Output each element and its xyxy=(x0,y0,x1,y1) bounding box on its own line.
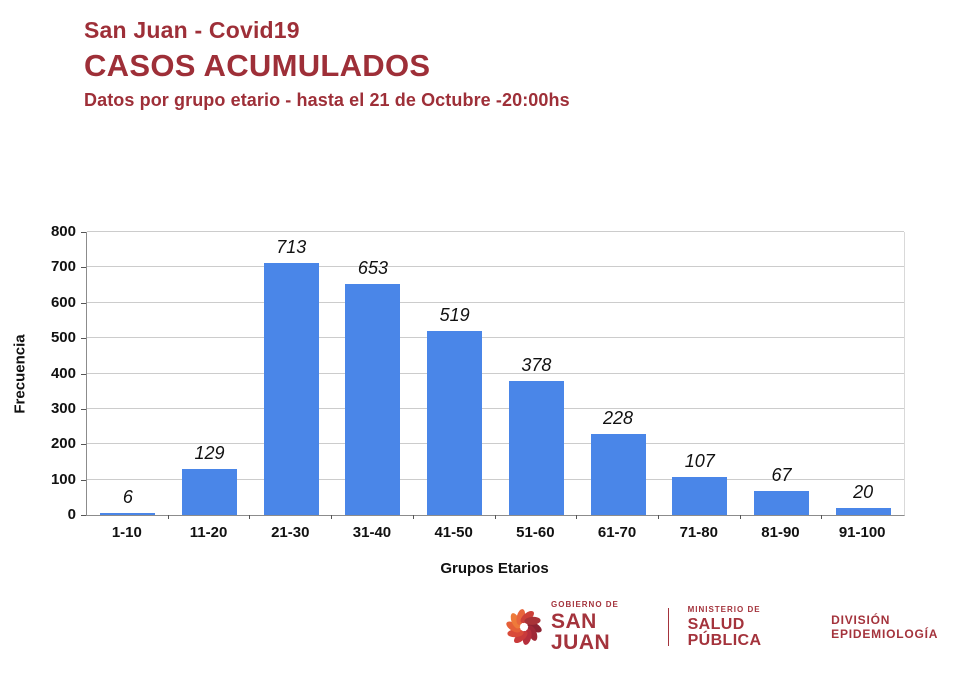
x-tick-label: 91-100 xyxy=(838,524,886,541)
x-tick-label: 11-20 xyxy=(189,524,228,541)
bar-slot: 519 xyxy=(414,232,496,515)
bar-value-label: 378 xyxy=(521,355,552,376)
gobierno-de-label: GOBIERNO DE xyxy=(551,600,619,609)
y-tick-label: 100 xyxy=(50,470,76,488)
bar xyxy=(590,434,646,515)
y-tick-label: 200 xyxy=(50,435,76,453)
bar-slot: 228 xyxy=(577,232,659,515)
gridline xyxy=(87,443,904,445)
gridline xyxy=(87,266,904,268)
x-tick-label: 81-90 xyxy=(761,524,800,541)
y-tick-mark xyxy=(81,515,86,516)
y-tick-label: 600 xyxy=(50,293,76,311)
y-tick-label: 300 xyxy=(50,399,76,417)
y-tick-mark xyxy=(81,444,86,446)
x-axis-title: Grupos Etarios xyxy=(440,560,549,577)
y-tick-mark xyxy=(81,302,86,304)
bar xyxy=(835,507,891,515)
x-tick-label: 61-70 xyxy=(597,524,637,541)
bar-slot: 713 xyxy=(250,232,332,515)
bar-slot: 107 xyxy=(659,232,741,515)
salud-publica-label: SALUD PÚBLICA xyxy=(687,615,762,649)
y-tick-label: 0 xyxy=(67,506,76,523)
bar-value-label: 713 xyxy=(276,236,307,257)
x-tick-mark xyxy=(821,515,823,519)
bar-slot: 378 xyxy=(496,232,578,515)
bar-value-label: 519 xyxy=(439,305,470,326)
bar-chart-plot-area: 6 129 713 653 519 378 228 107 67 20 xyxy=(86,231,905,516)
x-tick-mark xyxy=(412,515,414,519)
ministerio-logo-text: MINISTERIO DE SALUD PÚBLICA xyxy=(687,604,804,649)
bar xyxy=(427,331,483,515)
y-tick-mark xyxy=(81,479,86,481)
y-axis-title: Frecuencia xyxy=(11,334,29,414)
x-tick-mark xyxy=(739,515,741,519)
x-tick-mark xyxy=(494,515,496,519)
bar xyxy=(345,284,401,515)
x-tick-label: 71-80 xyxy=(679,524,718,541)
x-tick-mark xyxy=(657,515,659,519)
y-tick-mark xyxy=(81,267,86,269)
gridline xyxy=(87,337,904,339)
bar-value-label: 20 xyxy=(853,481,874,502)
bar-slot: 67 xyxy=(741,232,823,515)
x-tick-label: 31-40 xyxy=(352,524,392,541)
x-tick-mark xyxy=(167,515,169,519)
bar-slot: 653 xyxy=(332,232,414,515)
x-axis-labels: 1-10 11-20 21-30 31-40 41-50 51-60 61-70 71-80 8… xyxy=(86,524,903,541)
gobierno-logo-text: GOBIERNO DE SAN JUAN xyxy=(551,600,646,654)
x-tick-mark xyxy=(576,515,578,519)
bar-value-label: 653 xyxy=(357,258,388,279)
y-tick-label: 500 xyxy=(50,329,76,347)
header: San Juan - Covid19 CASOS ACUMULADOS Dato… xyxy=(84,16,570,111)
bar-slot: 6 xyxy=(87,232,169,515)
bar-value-label: 6 xyxy=(122,486,133,507)
x-tick-mark xyxy=(331,515,333,519)
gridline xyxy=(87,407,904,409)
san-juan-swirl-icon xyxy=(506,609,542,645)
bar xyxy=(182,469,238,515)
gridline xyxy=(87,372,904,374)
x-tick-mark xyxy=(249,515,251,519)
x-tick-label: 41-50 xyxy=(434,524,473,541)
x-tick-label: 21-30 xyxy=(271,524,310,541)
report-pretitle: San Juan - Covid19 xyxy=(84,17,300,43)
y-tick-mark xyxy=(81,338,86,340)
gridline xyxy=(87,231,904,232)
bar xyxy=(263,262,319,515)
y-tick-mark xyxy=(81,232,86,233)
gridline xyxy=(87,301,904,303)
bar-slot: 129 xyxy=(169,232,251,515)
y-tick-label: 400 xyxy=(50,364,76,382)
gridline xyxy=(87,478,904,480)
y-tick-mark xyxy=(81,408,86,410)
x-tick-label: 1-10 xyxy=(111,524,142,541)
x-tick-label: 51-60 xyxy=(516,524,555,541)
bar-value-label: 67 xyxy=(771,465,792,486)
bar-slot: 20 xyxy=(822,232,904,515)
y-tick-mark xyxy=(81,373,86,375)
bar xyxy=(672,477,728,515)
division-epidemiologia-label: DIVISIÓN EPIDEMIOLOGÍA xyxy=(831,613,939,641)
report-subtitle: Datos por grupo etario - hasta el 21 de … xyxy=(84,90,570,111)
bar xyxy=(100,512,156,515)
bar-series: 6 129 713 653 519 378 228 107 67 20 xyxy=(87,232,904,515)
ministerio-de-label: MINISTERIO DE xyxy=(687,604,761,614)
bar-value-label: 228 xyxy=(603,408,634,429)
bar-value-label: 107 xyxy=(684,451,715,472)
page-title: CASOS ACUMULADOS xyxy=(84,47,431,83)
footer-branding: GOBIERNO DE SAN JUAN MINISTERIO DE SALUD… xyxy=(503,601,976,653)
footer-divider xyxy=(667,608,669,646)
bar-value-label: 129 xyxy=(194,443,225,464)
y-tick-label: 700 xyxy=(50,258,76,276)
bar xyxy=(753,491,809,515)
san-juan-label: SAN JUAN xyxy=(551,610,611,654)
y-tick-label: 800 xyxy=(50,223,76,240)
bar xyxy=(508,381,564,515)
